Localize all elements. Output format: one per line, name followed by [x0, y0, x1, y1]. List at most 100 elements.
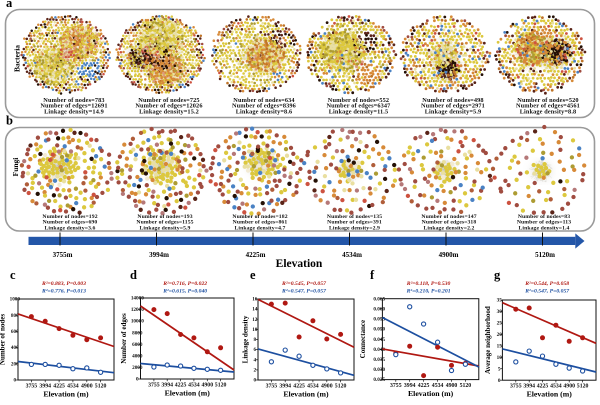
svg-text:15: 15	[497, 343, 503, 349]
svg-text:Number of edges=12026: Number of edges=12026	[135, 103, 202, 110]
svg-text:Number of nodes=783: Number of nodes=783	[43, 97, 104, 104]
svg-text:Number of edges=2971: Number of edges=2971	[421, 103, 485, 110]
svg-text:Average neighborhood: Average neighborhood	[484, 306, 492, 374]
svg-text:0.065: 0.065	[373, 296, 385, 302]
svg-text:4225: 4225	[537, 384, 549, 390]
svg-text:Linkage density=8.8: Linkage density=8.8	[520, 108, 577, 115]
svg-text:4534: 4534	[432, 383, 444, 389]
svg-text:Elevation: Elevation	[276, 258, 323, 270]
svg-text:R²=0.776, P=0.013: R²=0.776, P=0.013	[41, 288, 86, 294]
svg-text:g: g	[494, 268, 501, 282]
svg-text:Linkage density=15.2: Linkage density=15.2	[139, 108, 199, 115]
svg-text:Linkage density=11.5: Linkage density=11.5	[329, 108, 389, 115]
svg-text:8000: 8000	[132, 330, 143, 336]
svg-text:a: a	[6, 0, 13, 10]
svg-text:e: e	[250, 268, 256, 282]
svg-text:30: 30	[497, 309, 503, 315]
svg-text:0.040: 0.040	[373, 347, 385, 353]
svg-text:Linkage density=8.6: Linkage density=8.6	[236, 108, 293, 115]
svg-text:Number of edges=690: Number of edges=690	[43, 220, 98, 226]
svg-text:14: 14	[252, 307, 258, 313]
svg-text:Number of nodes=135: Number of nodes=135	[327, 214, 382, 220]
svg-text:4000: 4000	[132, 354, 143, 360]
svg-text:5120: 5120	[460, 383, 472, 389]
svg-text:0.060: 0.060	[373, 306, 385, 312]
svg-text:Number of edges=6347: Number of edges=6347	[327, 103, 391, 110]
svg-text:5120m: 5120m	[535, 251, 555, 259]
svg-text:Number of nodes=725: Number of nodes=725	[138, 97, 199, 104]
svg-text:4534: 4534	[67, 384, 79, 390]
svg-text:Linkage density: Linkage density	[242, 315, 250, 363]
svg-text:25: 25	[497, 321, 503, 327]
svg-text:Elevation (m): Elevation (m)	[43, 390, 89, 399]
svg-text:Number of nodes=498: Number of nodes=498	[422, 97, 483, 104]
svg-text:4900: 4900	[321, 384, 333, 390]
svg-text:3994: 3994	[404, 383, 416, 389]
svg-text:3755: 3755	[390, 383, 402, 389]
svg-text:4534: 4534	[550, 384, 562, 390]
svg-text:R²=0.547, P=0.057: R²=0.547, P=0.057	[281, 288, 327, 294]
svg-text:4534m: 4534m	[342, 251, 362, 259]
svg-text:Number of edges=113: Number of edges=113	[517, 220, 571, 226]
svg-text:4225: 4225	[53, 384, 65, 390]
svg-text:3755: 3755	[26, 384, 38, 390]
svg-text:0: 0	[14, 378, 17, 384]
svg-text:4: 4	[254, 357, 257, 363]
svg-text:4225: 4225	[293, 384, 305, 390]
svg-text:Linkage density=2.2: Linkage density=2.2	[424, 225, 475, 231]
svg-text:4534: 4534	[307, 384, 319, 390]
svg-text:0.055: 0.055	[373, 317, 385, 323]
svg-text:Linkage density=14.9: Linkage density=14.9	[44, 108, 104, 115]
svg-text:Elevation (m): Elevation (m)	[283, 390, 329, 399]
svg-text:R²=0.544, P=0.058: R²=0.544, P=0.058	[524, 281, 569, 287]
svg-text:6: 6	[254, 347, 257, 353]
svg-text:Number of nodes=520: Number of nodes=520	[517, 97, 578, 104]
svg-text:0.025: 0.025	[373, 377, 385, 383]
svg-text:35: 35	[497, 298, 503, 304]
svg-text:3755m: 3755m	[53, 251, 73, 259]
svg-text:4225: 4225	[175, 383, 187, 389]
svg-text:Bacteria: Bacteria	[13, 45, 22, 72]
svg-text:2000: 2000	[132, 365, 143, 371]
svg-text:Number of edges=12691: Number of edges=12691	[40, 103, 107, 110]
svg-text:R²=0.716, P=0.022: R²=0.716, P=0.022	[162, 281, 207, 287]
svg-text:Number of edges=4561: Number of edges=4561	[516, 103, 580, 110]
svg-text:R²=0.547, P=0.057: R²=0.547, P=0.057	[524, 288, 570, 294]
svg-text:Linkage density=3.6: Linkage density=3.6	[45, 225, 96, 231]
svg-text:3755: 3755	[510, 384, 522, 390]
svg-text:R²=0.883, P=0.003: R²=0.883, P=0.003	[41, 281, 86, 287]
svg-text:R²=0.615, P=0.040: R²=0.615, P=0.040	[162, 288, 207, 294]
svg-text:R²=0.210, P=0.201: R²=0.210, P=0.201	[406, 288, 451, 294]
svg-text:d: d	[130, 268, 137, 282]
svg-text:Number of edges=391: Number of edges=391	[327, 220, 382, 226]
svg-text:800: 800	[11, 313, 19, 319]
svg-text:5120: 5120	[577, 384, 589, 390]
svg-text:0.045: 0.045	[373, 337, 385, 343]
svg-text:12000: 12000	[131, 307, 144, 313]
svg-text:3994m: 3994m	[149, 251, 169, 259]
svg-text:4225m: 4225m	[246, 251, 266, 259]
svg-text:Linkage density=2.9: Linkage density=2.9	[329, 225, 380, 231]
svg-text:3755: 3755	[266, 384, 278, 390]
svg-text:Number of nodes=83: Number of nodes=83	[518, 214, 570, 220]
svg-text:c: c	[10, 268, 16, 282]
svg-text:10: 10	[497, 355, 503, 361]
svg-text:20: 20	[497, 332, 503, 338]
svg-text:6000: 6000	[132, 342, 143, 348]
svg-text:f: f	[370, 268, 375, 282]
svg-text:R²=0.118, P=0.530: R²=0.118, P=0.530	[406, 281, 451, 287]
svg-text:4900: 4900	[563, 384, 575, 390]
svg-text:4900: 4900	[202, 383, 214, 389]
svg-text:10000: 10000	[131, 319, 144, 325]
svg-text:1000: 1000	[10, 297, 21, 303]
svg-text:16: 16	[252, 297, 258, 303]
svg-text:400: 400	[11, 345, 19, 351]
svg-text:Number of edges=861: Number of edges=861	[233, 220, 288, 226]
svg-text:Linkage density=4.7: Linkage density=4.7	[235, 225, 286, 231]
svg-text:Number of nodes=634: Number of nodes=634	[233, 97, 295, 104]
svg-text:Number of nodes=192: Number of nodes=192	[42, 214, 97, 220]
svg-text:b: b	[6, 114, 13, 128]
svg-text:0: 0	[498, 378, 501, 384]
svg-text:0: 0	[136, 377, 139, 383]
svg-text:Number of edges=318: Number of edges=318	[422, 220, 477, 226]
